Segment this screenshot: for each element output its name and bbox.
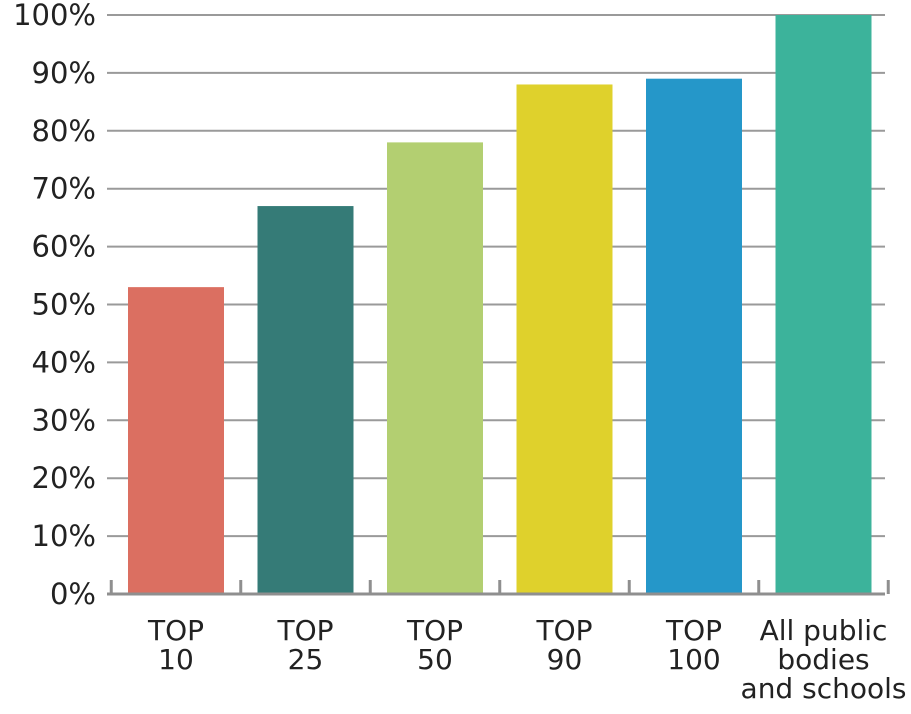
x-tick-label-line: and schools: [741, 672, 907, 705]
x-tick-label-line: TOP: [147, 614, 204, 647]
x-tick-label-line: 90: [547, 643, 583, 676]
bar: [387, 142, 483, 594]
y-tick-label: 80%: [32, 114, 96, 148]
bar: [516, 84, 613, 594]
x-tick-label-line: TOP: [276, 614, 333, 647]
x-tick-label-line: 50: [417, 643, 453, 676]
x-tick-label-line: TOP: [535, 614, 592, 647]
axis-layer: [107, 580, 890, 596]
x-tick-label-line: TOP: [665, 614, 722, 647]
x-tick-label-line: TOP: [406, 614, 463, 647]
x-tick-label-line: 10: [158, 643, 194, 676]
y-tick-label: 100%: [13, 0, 96, 32]
x-tick-label-line: All public: [760, 614, 888, 647]
x-tick-label: TOP 50: [406, 614, 463, 676]
x-tick-label: All public bodies and schools: [741, 614, 907, 705]
x-tick-label-line: bodies: [777, 643, 869, 676]
y-tick-label: 70%: [32, 172, 96, 206]
bar: [128, 287, 224, 594]
y-tick-labels: 0% 10% 20% 30% 40% 50% 60% 70% 80% 90% 100%: [13, 0, 96, 611]
bar-layer: [128, 15, 872, 594]
x-tick-label: TOP 10: [147, 614, 204, 676]
y-tick-label: 10%: [32, 519, 96, 553]
x-tick-label: TOP 100: [665, 614, 722, 676]
grid-layer: [107, 14, 885, 538]
x-tick-label-line: 100: [667, 643, 720, 676]
y-tick-label: 40%: [32, 345, 96, 379]
x-tick-label: TOP 90: [535, 614, 592, 676]
y-tick-label: 20%: [32, 461, 96, 495]
y-tick-label: 50%: [32, 288, 96, 322]
x-tick-label-line: 25: [288, 643, 324, 676]
y-tick-label: 60%: [32, 230, 96, 264]
y-tick-label: 90%: [32, 56, 96, 90]
y-tick-label: 0%: [50, 577, 96, 611]
y-tick-label: 30%: [32, 403, 96, 437]
bar: [646, 78, 742, 594]
bar: [775, 15, 872, 594]
bar: [257, 206, 354, 594]
x-tick-label: TOP 25: [276, 614, 333, 676]
